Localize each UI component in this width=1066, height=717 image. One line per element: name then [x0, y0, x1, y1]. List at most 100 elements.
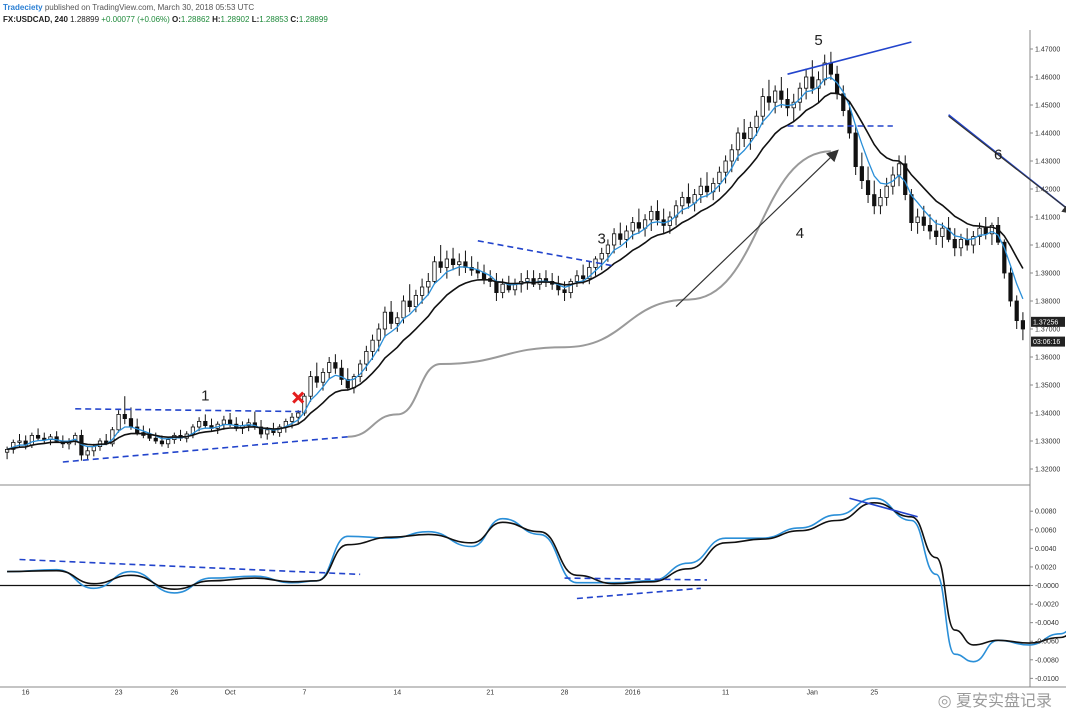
candle-body-up: [500, 283, 505, 294]
close-label: C:: [290, 15, 299, 24]
candle: [314, 362, 319, 388]
candle-body-up: [624, 230, 629, 240]
candle: [754, 110, 759, 136]
annotation-label-6: 6: [994, 147, 1002, 164]
candle: [636, 208, 641, 234]
candle-body-up: [265, 429, 270, 435]
price-annotations: 1 3 4 5 6: [62, 32, 1066, 463]
ema-line-ema_slow: [6, 92, 1024, 451]
candle-body-down: [494, 280, 499, 293]
candle-body-up: [116, 413, 121, 431]
candle: [444, 250, 449, 279]
candle: [599, 247, 604, 271]
candle-body-down: [927, 224, 933, 232]
candle-body-down: [531, 278, 536, 285]
candle-body-up: [376, 328, 381, 341]
candle: [1014, 295, 1019, 329]
candle-body-down: [686, 196, 691, 204]
macd-tick-label: -0.0020: [1035, 602, 1059, 609]
candle: [847, 102, 852, 139]
candle: [940, 222, 945, 248]
open-value: 1.28862: [180, 15, 210, 24]
price-tick-label: 1.42000: [1035, 187, 1060, 194]
arrow-4: [675, 149, 839, 308]
price-tick-label: 1.46000: [1035, 75, 1060, 82]
macd-trend-line: [576, 587, 701, 600]
watermark-text: ◎ 夏安实盘记录: [937, 693, 1052, 710]
candle-body-up: [419, 286, 425, 296]
chart-axes: 1.32000 1.33000 1.34000 1.35000 1.36000 1.370…: [22, 47, 1065, 697]
candle: [308, 371, 313, 402]
candle-body-up: [574, 275, 580, 282]
macd-trend-line: [849, 497, 918, 518]
candle: [841, 85, 846, 117]
price-tick-label: 1.38000: [1035, 299, 1060, 306]
price-moving-averages: [6, 76, 1024, 451]
time-tick-label: Jan: [807, 690, 818, 697]
candle-body-down: [1002, 241, 1007, 274]
candle-body-down: [1014, 300, 1019, 322]
chart-header: Tradeciety published on TradingView.com,…: [0, 0, 1066, 30]
candle: [258, 420, 264, 439]
candle-body-up: [308, 376, 313, 397]
price-tick-label: 1.34000: [1035, 411, 1060, 418]
candle: [426, 273, 431, 296]
candle-body-up: [568, 280, 573, 293]
trend-line: [75, 408, 305, 413]
candle-body-down: [952, 238, 957, 249]
candle-body-up: [773, 90, 778, 103]
candle-body-up: [17, 440, 22, 443]
time-tick-label: 16: [22, 690, 30, 697]
candle-body-up: [4, 448, 10, 453]
time-tick-label: 11: [722, 690, 729, 697]
trend-line: [477, 240, 615, 267]
macd-tick-label: -0.0100: [1035, 676, 1059, 683]
candle: [859, 152, 864, 189]
candle-body-up: [971, 236, 976, 246]
candle: [698, 177, 703, 203]
time-tick-label: Oct: [225, 690, 236, 697]
candle-body-down: [562, 289, 567, 293]
price-tick-label: 1.36000: [1035, 355, 1060, 362]
candle: [35, 428, 41, 441]
macd-annotations: [19, 497, 918, 600]
price-tick-label: 1.37000: [1035, 327, 1060, 334]
candle-body-up: [680, 196, 685, 207]
candle: [345, 368, 350, 391]
candle: [358, 359, 363, 383]
candle-body-down: [450, 258, 456, 265]
candle-body-up: [370, 339, 375, 352]
candle: [983, 217, 988, 240]
publisher-brand[interactable]: Tradeciety: [3, 3, 43, 12]
candle-body-down: [779, 90, 784, 100]
candle: [884, 177, 889, 206]
annotation-label-4: 4: [796, 225, 804, 242]
macd-tick-label: 0.0040: [1035, 546, 1057, 553]
swing-curve: [347, 150, 831, 438]
candle: [779, 77, 784, 108]
candle-body-down: [704, 185, 710, 193]
high-label: H:: [212, 15, 221, 24]
candle: [760, 88, 765, 125]
published-text: published on TradingView.com, March 30, …: [44, 3, 255, 12]
candle: [370, 334, 375, 360]
candle: [568, 278, 573, 299]
time-tick-label: 25: [870, 690, 878, 697]
candle-body-down: [636, 222, 641, 229]
candle-body-up: [432, 261, 437, 282]
candle-body-down: [742, 132, 747, 139]
candle-body-down: [946, 227, 951, 240]
candle-body-up: [426, 280, 431, 288]
symbol-label[interactable]: FX:USDCAD, 240: [3, 15, 68, 24]
candle-body-up: [525, 278, 530, 282]
candle-body-down: [389, 311, 394, 324]
macd-indicator: [0, 497, 1066, 663]
candle: [1020, 312, 1026, 341]
candle-body-up: [197, 420, 202, 428]
candle: [686, 183, 691, 209]
candle: [865, 166, 871, 203]
candle: [810, 60, 815, 94]
candle: [389, 301, 394, 329]
candle-body-up: [878, 196, 883, 207]
macd-tick-label: 0.0060: [1035, 527, 1057, 534]
